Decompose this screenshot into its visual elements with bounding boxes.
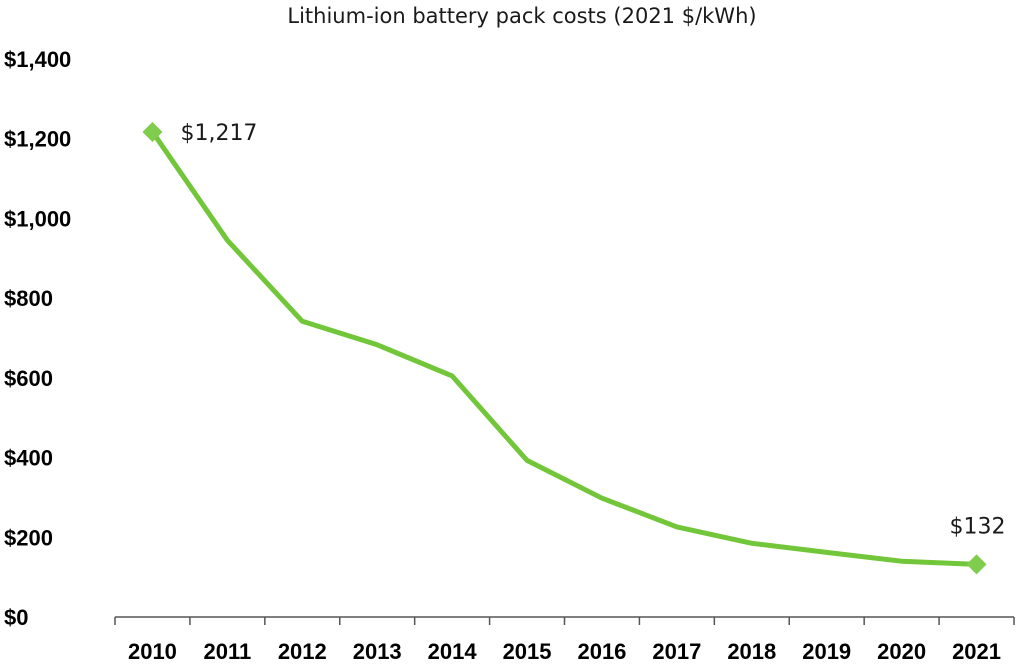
y-tick-label: $200 xyxy=(4,525,53,550)
y-tick-label: $0 xyxy=(4,605,28,630)
x-tick-label: 2011 xyxy=(204,639,252,664)
y-tick-label: $1,400 xyxy=(4,47,71,72)
y-tick-label: $1,000 xyxy=(4,206,71,231)
x-tick-label: 2013 xyxy=(353,639,402,664)
x-tick-label: 2020 xyxy=(877,639,926,664)
x-tick-label: 2017 xyxy=(652,639,701,664)
plot-area: $1,217 $132 xyxy=(142,121,1006,575)
y-axis: $0 $200 $400 $600 $800 $1,000 $1,200 $1,400 xyxy=(4,47,71,630)
data-point-marker xyxy=(142,121,163,142)
chart-title: Lithium-ion battery pack costs (2021 $/k… xyxy=(287,4,756,28)
y-tick-label: $400 xyxy=(4,446,53,471)
x-tick-label: 2018 xyxy=(727,639,776,664)
x-tick-label: 2014 xyxy=(428,639,478,664)
data-point-marker xyxy=(966,554,987,575)
data-label: $1,217 xyxy=(180,121,257,146)
x-tick-label: 2019 xyxy=(802,639,851,664)
x-tick-label: 2012 xyxy=(278,639,327,664)
x-tick-label: 2016 xyxy=(577,639,626,664)
x-tick-label: 2010 xyxy=(128,639,177,664)
series-line xyxy=(150,129,979,567)
y-tick-label: $600 xyxy=(4,366,53,391)
x-tick-label: 2021 xyxy=(952,639,1001,664)
x-axis: 2010 2011 2012 2013 2014 2015 2016 2017 2018 2019… xyxy=(114,616,1015,664)
x-tick-label: 2015 xyxy=(503,639,552,664)
y-tick-label: $1,200 xyxy=(4,127,71,152)
data-label: $132 xyxy=(950,514,1006,539)
y-tick-label: $800 xyxy=(4,286,53,311)
